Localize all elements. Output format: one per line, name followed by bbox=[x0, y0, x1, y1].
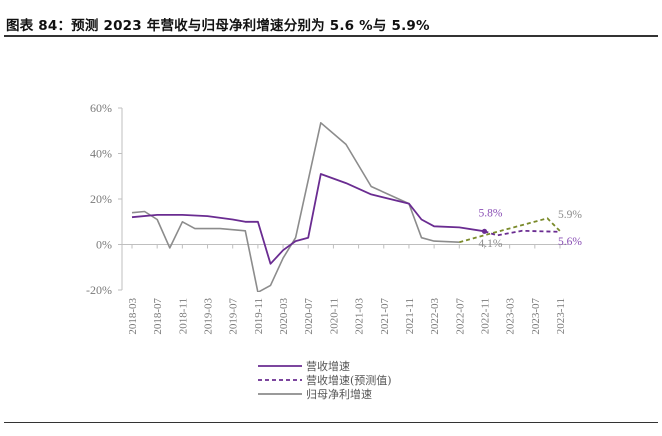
x-tick-label: 2023-03 bbox=[505, 298, 517, 335]
x-tick-label: 2022-11 bbox=[479, 298, 491, 334]
series-line-3 bbox=[459, 217, 561, 244]
data-label: 5.8% bbox=[478, 207, 502, 219]
data-label: 4.1% bbox=[478, 238, 502, 250]
y-tick-label: 60% bbox=[90, 101, 112, 115]
x-tick-label: 2023-11 bbox=[555, 298, 567, 334]
data-label: 5.6% bbox=[558, 236, 582, 248]
x-tick-label: 2021-11 bbox=[404, 298, 416, 334]
x-tick-label: 2019-07 bbox=[228, 298, 240, 335]
figure-title: 图表 84：预测 2023 年营收与归母净利增速分别为 5.6 %与 5.9% bbox=[6, 18, 430, 34]
y-tick-label: -20% bbox=[86, 283, 112, 297]
x-tick-label: 2020-07 bbox=[303, 298, 315, 335]
series-line-0 bbox=[131, 173, 485, 265]
x-tick-label: 2019-03 bbox=[203, 298, 215, 335]
forecast-start-marker bbox=[481, 228, 488, 234]
x-tick-label: 2021-03 bbox=[354, 298, 366, 335]
data-label: 5.9% bbox=[558, 209, 582, 221]
x-tick-label: 2019-11 bbox=[253, 298, 265, 334]
legend-label: 营收增速(预测值) bbox=[306, 373, 392, 387]
x-tick-label: 2021-07 bbox=[379, 298, 391, 335]
x-tick-label: 2023-07 bbox=[530, 298, 542, 335]
x-tick-label: 2020-03 bbox=[278, 298, 290, 335]
top-rule bbox=[4, 35, 658, 37]
y-tick-label: 20% bbox=[90, 192, 112, 206]
axes: -20% 0% 20% 40% 60% 2018-03 2018-07 2018-11 2019… bbox=[86, 101, 568, 335]
annotations-layer: 5.8% 4.1% 5.9% 5.6% bbox=[478, 207, 582, 250]
legend-label: 营收增速 bbox=[306, 359, 350, 373]
y-tick-label: 40% bbox=[90, 147, 112, 161]
series-line-2 bbox=[131, 122, 460, 292]
x-tick-label: 2022-07 bbox=[454, 298, 466, 335]
legend-label: 归母净利增速 bbox=[306, 387, 372, 401]
x-tick-label: 2020-11 bbox=[328, 298, 340, 334]
y-tick-label: 0% bbox=[96, 238, 112, 252]
x-tick-label: 2018-07 bbox=[152, 298, 164, 335]
bottom-rule bbox=[4, 422, 658, 423]
series-layer bbox=[131, 122, 561, 292]
x-tick-label: 2022-03 bbox=[429, 298, 441, 335]
x-tick-label: 2018-03 bbox=[127, 298, 139, 335]
x-tick-label: 2018-11 bbox=[177, 298, 189, 334]
series-line-1 bbox=[484, 229, 561, 237]
